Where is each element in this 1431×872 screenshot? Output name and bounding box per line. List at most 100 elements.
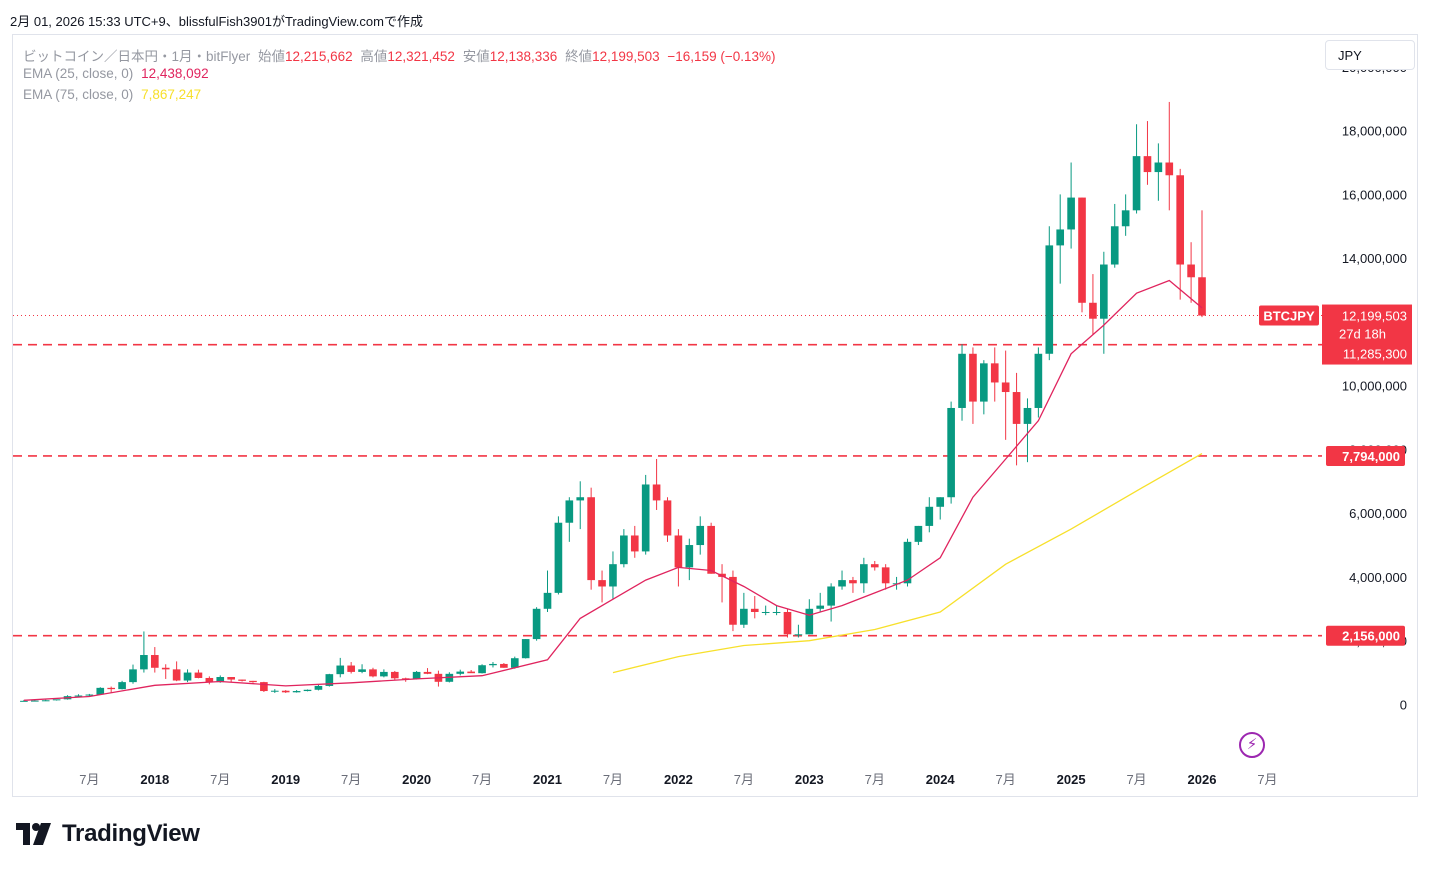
candle-body [849,580,857,584]
candle [1056,194,1065,284]
candle [641,474,650,555]
currency-button[interactable]: JPY [1325,40,1415,70]
candle [423,668,432,675]
candle-body [500,663,508,668]
y-tick-label: 14,000,000 [1342,251,1407,266]
candle [1023,398,1032,463]
candle-body [707,525,715,574]
candle [96,687,105,695]
candle [205,676,214,685]
candle-body [423,671,432,674]
candle-body [620,535,628,565]
candle-body [794,634,803,636]
candle-body [1143,156,1152,173]
candle [772,605,781,616]
legend-open-label: 始値 [258,49,286,64]
candle-body [369,669,377,677]
candle [1067,162,1075,249]
brand-name: TradingView [62,820,200,847]
candle [1045,226,1054,361]
lightning-icon[interactable]: ⚡ [1239,732,1265,758]
candle [543,570,552,612]
legend-ema25[interactable]: EMA (25, close, 0) 12,438,092 [23,66,213,81]
candle [1034,347,1043,418]
candle [107,686,115,693]
legend-ema75[interactable]: EMA (75, close, 0) 7,867,247 [23,87,205,102]
candle-body [456,671,465,674]
candle-body [1176,175,1185,265]
candle [794,624,803,638]
candle-body [314,685,323,690]
ema25-line [23,279,1203,701]
candle-body [74,695,83,697]
candle-body [140,655,148,670]
candle-body [532,608,541,640]
symbol-tag-text: BTCJPY [1263,309,1315,324]
candle [260,681,268,692]
candle-body [729,576,737,625]
candle-body [805,608,814,635]
candle [707,522,715,574]
candle [740,592,748,628]
candle-body [969,353,977,402]
candle [150,647,159,673]
candle-body [750,608,759,612]
candle-body [161,667,170,670]
candle-body [150,655,159,668]
candle [249,680,257,683]
legend-ema75-value: 7,867,247 [141,87,202,102]
candle [990,347,999,402]
hline-label-text: 2,156,000 [1342,629,1400,644]
candle-body [1110,226,1119,265]
candle-body [1001,382,1010,393]
candle-body [85,694,94,696]
candle-body [1121,210,1130,227]
symbol-tag-bg [1259,305,1319,326]
candle-body [292,691,301,693]
y-tick-label: 16,000,000 [1342,187,1407,202]
last-price-bg [1322,304,1412,365]
candle [718,564,726,603]
countdown: 27d 18h [1339,327,1386,342]
candle [587,487,595,590]
candle [685,538,694,581]
candle [1089,274,1097,335]
candle-body [652,484,661,501]
x-tick-label: 2025 [1057,772,1086,787]
x-tick-label: 2022 [664,772,693,787]
candle-body [96,687,105,695]
candle [500,662,508,668]
tradingview-logo-icon [16,823,51,845]
candle [969,347,977,424]
candle [860,557,868,593]
legend-high-value: 12,321,452 [387,49,455,64]
candle [947,401,955,504]
legend-symbol[interactable]: ビットコイン／日本円・1月・bitFlyer [23,49,251,64]
hline-label: 11,285,300 [1343,347,1407,362]
candle [849,576,857,593]
candle-body [1012,392,1021,424]
candle-body [1034,353,1043,408]
candle-body [1067,197,1075,230]
candle [838,570,846,590]
x-tick-label: 2023 [795,772,824,787]
candle [881,564,890,590]
candle [456,669,465,676]
hline-label: 7,794,000 [1326,445,1405,466]
y-tick-label: 0 [1400,697,1407,712]
candle-body [696,525,705,546]
candle-body [783,611,792,635]
candle [1176,168,1185,300]
x-tick-label: 7月 [210,772,230,787]
candle-body [30,700,39,702]
candle [609,551,617,600]
candle-body [1078,197,1086,303]
candle-body [816,605,825,609]
candle-body [740,608,748,625]
y-tick-label: 6,000,000 [1349,506,1407,521]
candle-body [576,497,585,501]
candle-body [510,658,519,668]
candle [347,662,355,674]
candle [914,525,923,546]
